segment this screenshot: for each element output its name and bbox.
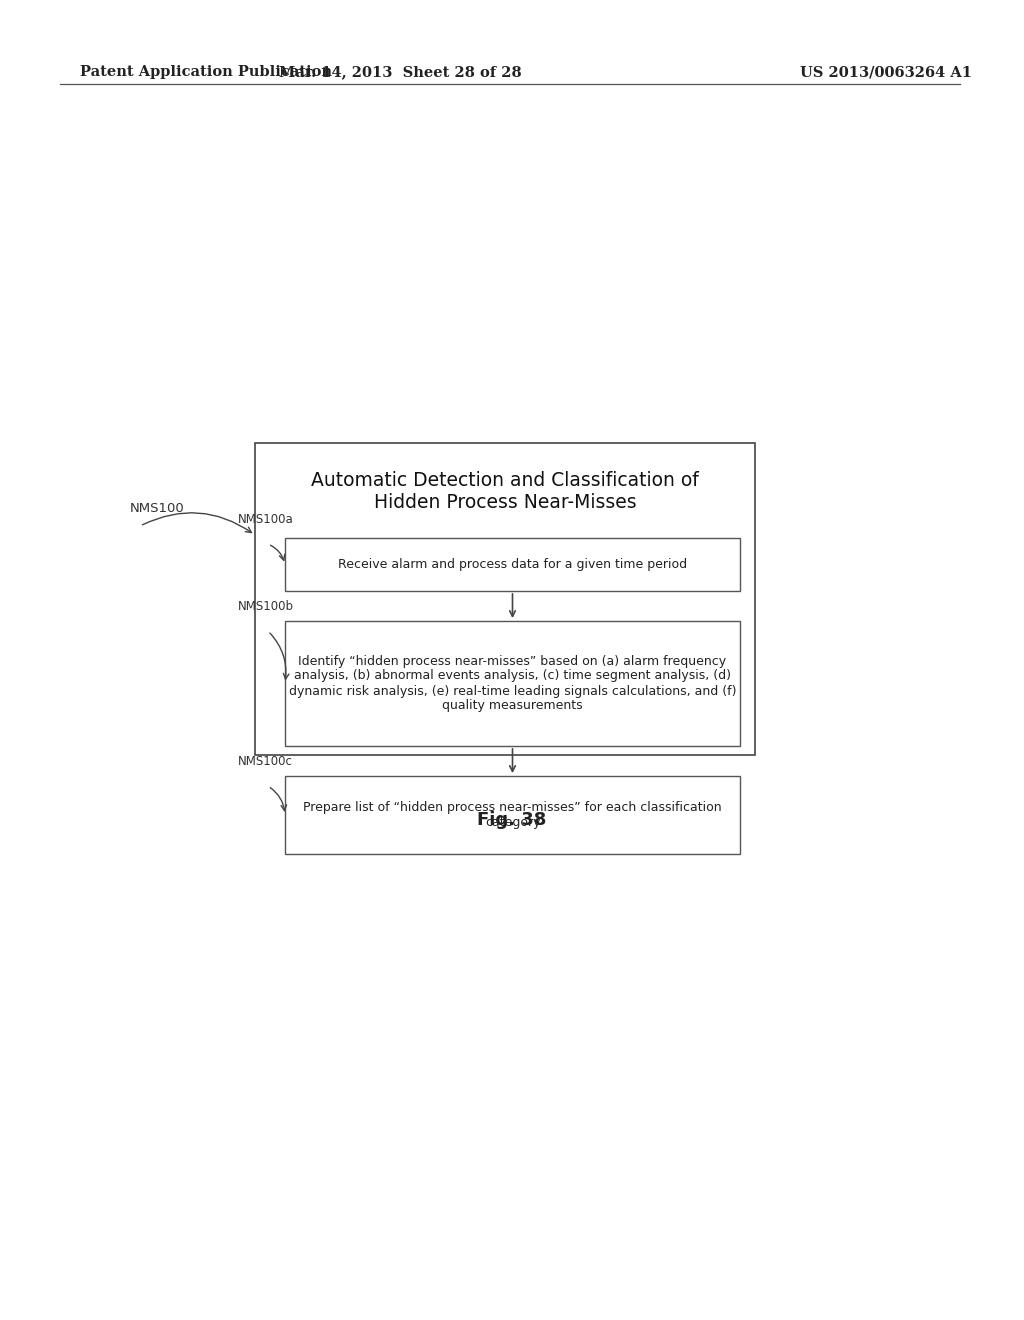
Text: Fig. 38: Fig. 38 — [477, 810, 547, 829]
Bar — [285, 620, 740, 746]
Bar — [285, 539, 740, 591]
Text: Automatic Detection and Classification of
Hidden Process Near-Misses: Automatic Detection and Classification o… — [311, 470, 698, 511]
Text: NMS100b: NMS100b — [238, 601, 294, 612]
Text: Receive alarm and process data for a given time period: Receive alarm and process data for a giv… — [338, 558, 687, 572]
Text: Patent Application Publication: Patent Application Publication — [80, 65, 332, 79]
Text: NMS100c: NMS100c — [238, 755, 293, 768]
Text: NMS100a: NMS100a — [238, 513, 294, 525]
Text: Mar. 14, 2013  Sheet 28 of 28: Mar. 14, 2013 Sheet 28 of 28 — [279, 65, 521, 79]
Bar — [255, 444, 755, 755]
Text: Identify “hidden process near-misses” based on (a) alarm frequency
analysis, (b): Identify “hidden process near-misses” ba… — [289, 655, 736, 713]
Bar — [285, 776, 740, 854]
Text: Prepare list of “hidden process near-misses” for each classification
category: Prepare list of “hidden process near-mis… — [303, 801, 722, 829]
Text: US 2013/0063264 A1: US 2013/0063264 A1 — [800, 65, 972, 79]
Text: NMS100: NMS100 — [130, 502, 184, 515]
